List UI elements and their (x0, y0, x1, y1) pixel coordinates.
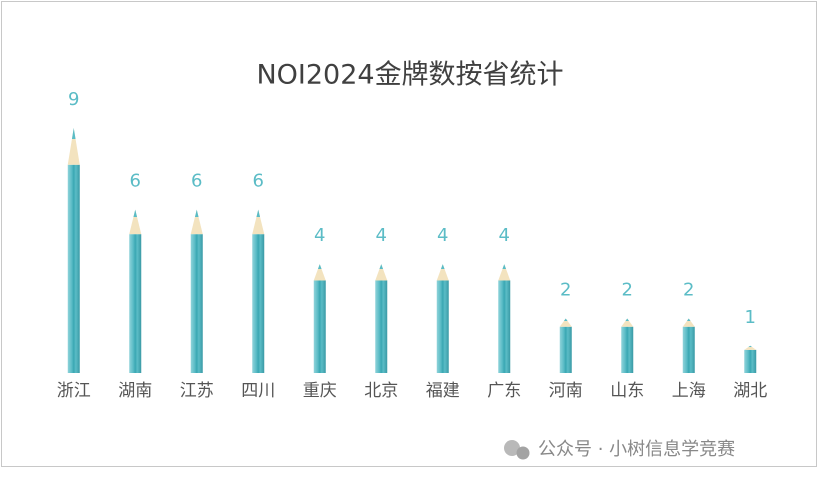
bar (682, 326, 695, 373)
value-label: 2 (622, 280, 633, 301)
value-label: 6 (191, 171, 202, 192)
x-tick-label: 河南 (549, 381, 583, 401)
x-tick-label: 湖北 (733, 381, 767, 401)
pencil (559, 318, 572, 373)
pencil-lead (440, 264, 445, 270)
x-tick-label: 上海 (672, 381, 706, 401)
value-label: 4 (437, 225, 448, 246)
pencil-lead (133, 209, 138, 218)
bar (621, 326, 634, 373)
pencil (190, 209, 203, 373)
pencil-lead (71, 128, 76, 140)
value-label: 6 (253, 171, 264, 192)
bar (190, 234, 203, 373)
x-tick-label: 浙江 (57, 381, 91, 401)
x-tick-label: 江苏 (180, 381, 214, 401)
pencil (252, 209, 265, 373)
pencil-lead (379, 264, 384, 270)
value-label: 9 (68, 89, 79, 110)
bar (436, 280, 449, 373)
watermark-icon (504, 440, 520, 456)
pencil-tip (313, 264, 326, 281)
bar (559, 326, 572, 373)
pencil-lead (625, 318, 630, 322)
value-label: 6 (130, 171, 141, 192)
pencil (436, 264, 449, 373)
bar (313, 280, 326, 373)
pencil (375, 264, 388, 373)
x-tick-label: 四川 (241, 381, 275, 401)
pencil-lead (502, 264, 507, 270)
pencil (498, 264, 511, 373)
pencil-lead (194, 209, 199, 218)
pencil (129, 209, 142, 373)
bar (67, 164, 80, 373)
x-tick-label: 北京 (364, 381, 398, 401)
x-tick-label: 福建 (426, 381, 460, 401)
x-tick-label: 广东 (487, 381, 521, 401)
pencil-tip (744, 345, 757, 350)
chart-title: NOI2024金牌数按省统计 (256, 60, 563, 91)
bar (744, 349, 757, 373)
x-tick-label: 重庆 (303, 381, 337, 401)
pencil-tip (67, 128, 80, 165)
pencil-lead (748, 345, 753, 348)
pencil-tip (621, 318, 634, 327)
pencil-tip (375, 264, 388, 281)
value-label: 2 (560, 280, 571, 301)
watermark-icon (516, 446, 530, 460)
pencil-tip (682, 318, 695, 327)
pencil-tip (498, 264, 511, 281)
value-label: 4 (314, 225, 325, 246)
pencil-lead (686, 318, 691, 322)
bar (252, 234, 265, 373)
bar (375, 280, 388, 373)
pencil-tip (559, 318, 572, 327)
pencil-lead (256, 209, 261, 218)
pencil (67, 128, 80, 373)
pencil-lead (317, 264, 322, 270)
x-tick-label: 山东 (610, 381, 644, 401)
pencil-lead (563, 318, 568, 322)
pencil (313, 264, 326, 373)
bar (129, 234, 142, 373)
bar (498, 280, 511, 373)
watermark-text: 公众号 · 小树信息学竞赛 (538, 439, 735, 460)
value-label: 4 (376, 225, 387, 246)
pencil (621, 318, 634, 373)
pencil (682, 318, 695, 373)
pencil-tip (190, 209, 203, 235)
watermark: 公众号 · 小树信息学竞赛 (504, 439, 735, 460)
value-label: 2 (683, 280, 694, 301)
pencil-tip (436, 264, 449, 281)
x-tick-label: 湖南 (118, 381, 152, 401)
pencil-tip (129, 209, 142, 235)
value-label: 4 (499, 225, 510, 246)
pencil-tip (252, 209, 265, 235)
pencil (744, 345, 757, 373)
value-label: 1 (745, 307, 756, 328)
